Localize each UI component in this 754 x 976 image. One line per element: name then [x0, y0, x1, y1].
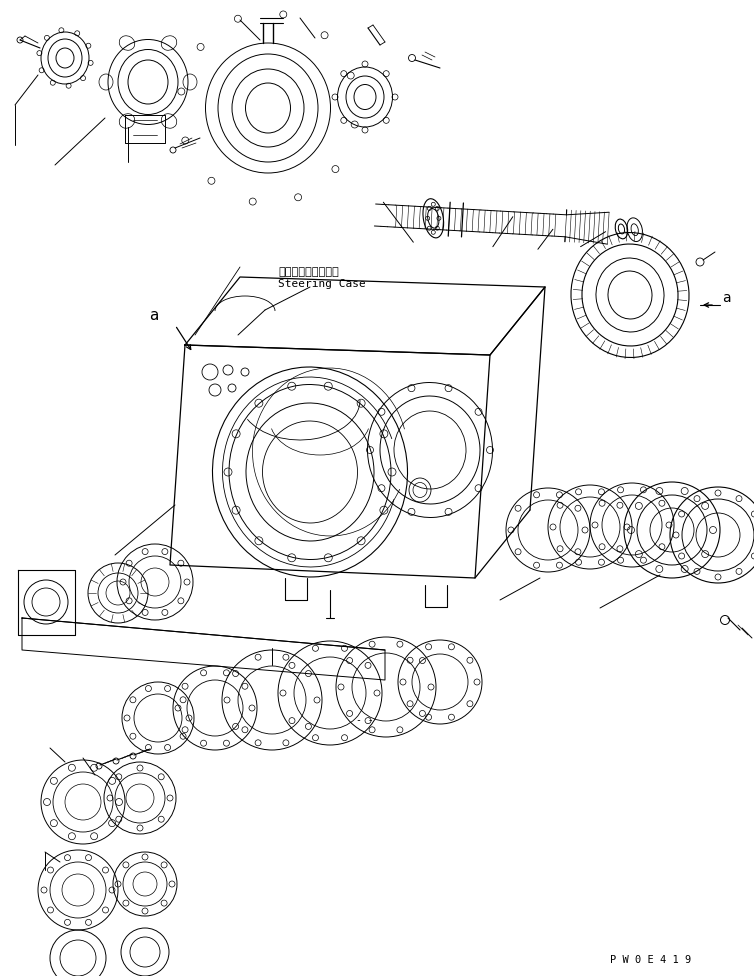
Text: P W 0 E 4 1 9: P W 0 E 4 1 9 — [610, 955, 691, 965]
Text: a: a — [722, 291, 731, 305]
Text: a: a — [149, 307, 158, 322]
Text: Steering Case: Steering Case — [278, 279, 366, 289]
Text: - -: - - — [356, 715, 374, 725]
Text: ステアリングケース: ステアリングケース — [278, 267, 339, 277]
